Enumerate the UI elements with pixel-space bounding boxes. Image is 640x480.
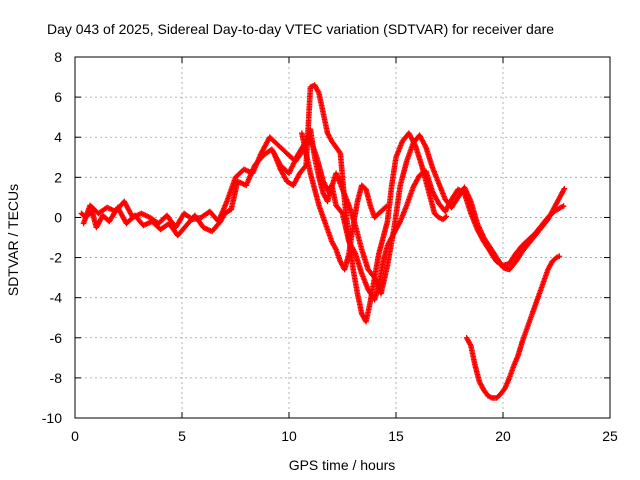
y-axis-label: SDTVAR / TECUs bbox=[5, 184, 21, 296]
y-tick-label: -4 bbox=[50, 290, 63, 306]
x-tick-label: 0 bbox=[71, 428, 79, 444]
x-tick-label: 15 bbox=[388, 428, 404, 444]
x-tick-label: 25 bbox=[602, 428, 618, 444]
y-tick-label: -2 bbox=[50, 250, 63, 266]
y-tick-label: 4 bbox=[54, 129, 62, 145]
y-tick-label: -8 bbox=[50, 370, 63, 386]
y-tick-label: -10 bbox=[42, 410, 62, 426]
chart-title: Day 043 of 2025, Sidereal Day-to-day VTE… bbox=[47, 21, 554, 37]
y-tick-label: 6 bbox=[54, 89, 62, 105]
x-tick-label: 20 bbox=[495, 428, 511, 444]
x-tick-label: 10 bbox=[281, 428, 297, 444]
tick-labels: 0 5 10 15 20 25 -10 -8 -6 -4 -2 0 2 4 6 8 bbox=[42, 49, 618, 444]
x-tick-label: 5 bbox=[178, 428, 186, 444]
x-axis-label: GPS time / hours bbox=[289, 457, 396, 473]
y-tick-label: 0 bbox=[54, 209, 62, 225]
series-track-c bbox=[271, 82, 449, 324]
data-points bbox=[79, 82, 568, 400]
y-tick-label: 2 bbox=[54, 169, 62, 185]
sdtvar-scatter-chart: 0 5 10 15 20 25 -10 -8 -6 -4 -2 0 2 4 6 8 Day 043 of 20… bbox=[0, 0, 640, 480]
y-tick-label: -6 bbox=[50, 330, 63, 346]
y-tick-label: 8 bbox=[54, 49, 62, 65]
series-track-e bbox=[464, 253, 562, 400]
